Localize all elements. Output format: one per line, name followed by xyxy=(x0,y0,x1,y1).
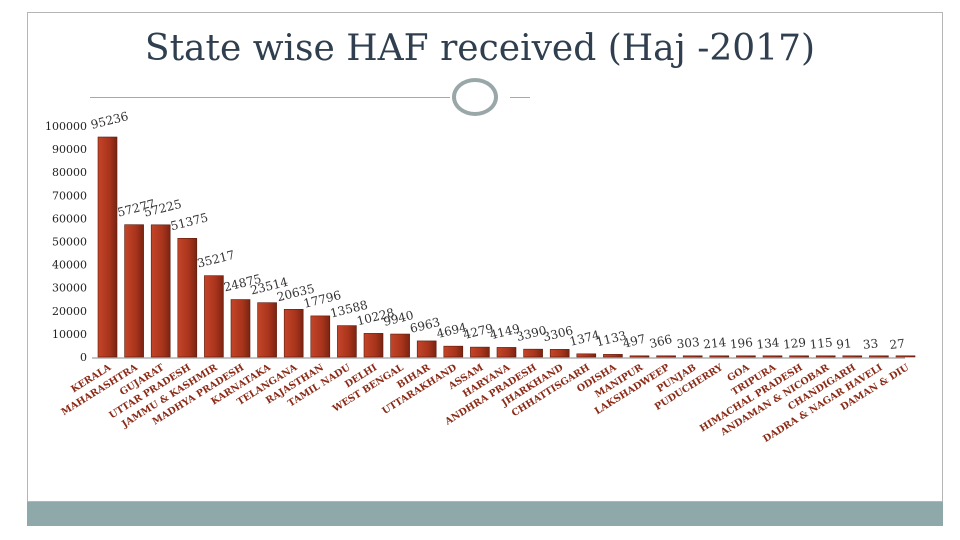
data-label-30: 27 xyxy=(889,336,906,352)
bar-19 xyxy=(603,354,623,358)
bar-17 xyxy=(549,349,570,358)
y-tick-label-7: 70000 xyxy=(52,189,87,202)
bar-10 xyxy=(363,333,384,358)
title-divider-right xyxy=(510,97,530,98)
bar-29 xyxy=(869,355,889,358)
bar-28 xyxy=(842,355,863,358)
bar-3 xyxy=(177,238,198,358)
bar-23 xyxy=(709,355,730,358)
bar-25 xyxy=(762,355,783,358)
bar-24 xyxy=(736,355,756,358)
bar-2 xyxy=(150,224,171,358)
bar-0 xyxy=(97,136,118,358)
y-tick-label-3: 30000 xyxy=(52,282,87,295)
bar-8 xyxy=(310,315,331,358)
bar-26 xyxy=(789,355,809,358)
data-label-23: 214 xyxy=(703,335,728,351)
data-labels: 9523657277572255137535217248752351420635… xyxy=(89,109,905,352)
y-axis: 0 10000 20000 30000 40000 50000 60000 70000 8000… xyxy=(45,120,87,364)
data-label-3: 51375 xyxy=(169,210,209,233)
chart-title: State wise HAF received (Haj -2017) xyxy=(144,28,816,69)
y-tick-label-4: 40000 xyxy=(52,259,87,272)
data-label-0: 95236 xyxy=(89,109,129,132)
bar-16 xyxy=(523,348,543,358)
bar-4 xyxy=(204,275,224,358)
data-label-4: 35217 xyxy=(196,248,236,271)
bar-11 xyxy=(390,333,410,358)
bar-7 xyxy=(283,309,304,358)
y-tick-label-6: 60000 xyxy=(52,212,87,225)
y-tick-label-2: 20000 xyxy=(52,305,87,318)
title-divider-left xyxy=(90,97,450,98)
bar-6 xyxy=(257,302,277,358)
data-label-29: 33 xyxy=(862,336,879,352)
data-label-28: 91 xyxy=(836,336,853,352)
circle-ornament xyxy=(452,78,498,116)
y-tick-label-9: 90000 xyxy=(52,143,87,156)
bar-9 xyxy=(337,325,357,358)
bar-14 xyxy=(470,346,490,358)
bar-5 xyxy=(230,299,251,358)
bar-series xyxy=(97,136,916,358)
footer-bar xyxy=(27,502,943,526)
data-label-20: 497 xyxy=(621,332,647,351)
bar-1 xyxy=(124,224,144,358)
bar-18 xyxy=(576,353,597,358)
bar-20 xyxy=(629,355,650,358)
data-label-21: 366 xyxy=(648,332,674,351)
bar-22 xyxy=(682,355,703,358)
y-tick-label-5: 50000 xyxy=(52,236,87,249)
data-label-22: 303 xyxy=(676,335,700,351)
data-label-27: 115 xyxy=(809,335,833,351)
bar-12 xyxy=(416,340,437,358)
y-tick-label-1: 10000 xyxy=(52,328,87,341)
data-label-25: 134 xyxy=(756,335,781,351)
data-label-24: 196 xyxy=(729,335,753,351)
y-tick-label-8: 80000 xyxy=(52,166,87,179)
y-tick-label-0: 0 xyxy=(80,351,87,364)
bar-13 xyxy=(443,345,464,358)
bar-15 xyxy=(496,347,517,358)
bar-27 xyxy=(815,355,836,358)
bar-30 xyxy=(895,355,916,358)
data-label-26: 129 xyxy=(782,335,806,351)
bar-21 xyxy=(656,355,676,358)
y-tick-label-10: 100000 xyxy=(45,120,87,133)
